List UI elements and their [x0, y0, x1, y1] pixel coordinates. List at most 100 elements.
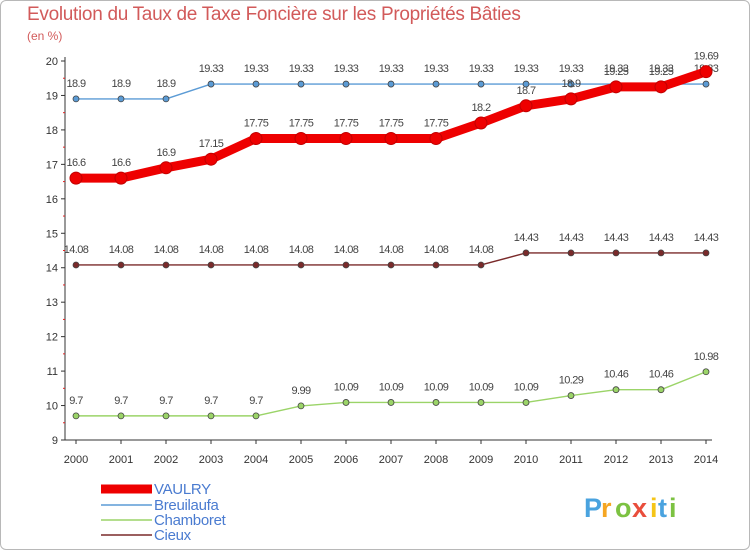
data-label-chamboret: 9.7 [69, 395, 83, 407]
data-point-cieux [567, 249, 575, 257]
data-point-cieux [342, 261, 350, 269]
data-point-chamboret [702, 368, 710, 376]
data-label-vaulry: 19.25 [604, 66, 629, 78]
data-label-chamboret: 10.46 [604, 369, 629, 381]
data-label-vaulry: 17.75 [379, 118, 404, 130]
data-point-chamboret [342, 399, 350, 406]
brand-logo-letter: r [601, 493, 612, 523]
x-tick-label: 2005 [289, 454, 313, 466]
data-point-breuilaufa [387, 80, 395, 88]
data-label-breuilaufa: 19.33 [334, 63, 359, 75]
data-label-vaulry: 18.9 [561, 78, 580, 90]
data-point-breuilaufa [567, 80, 575, 88]
data-label-chamboret: 10.29 [559, 375, 584, 387]
data-point-cieux [702, 249, 710, 257]
x-tick-label: 2008 [424, 454, 448, 466]
data-point-vaulry [699, 65, 713, 79]
data-point-cieux [252, 261, 260, 269]
y-tick-label: 13 [46, 297, 58, 309]
legend-label-breuilaufa: Breuilaufa [154, 497, 220, 514]
data-label-breuilaufa: 19.33 [604, 63, 629, 75]
data-label-chamboret: 9.7 [114, 395, 128, 407]
brand-logo-letter: i [669, 493, 677, 523]
data-label-vaulry: 17.75 [424, 118, 449, 130]
data-point-breuilaufa [342, 80, 350, 88]
data-point-breuilaufa [117, 95, 125, 103]
data-label-vaulry: 18.7 [516, 85, 535, 97]
y-tick-label: 19 [46, 90, 58, 102]
data-label-cieux: 14.43 [649, 232, 674, 244]
data-label-cieux: 14.08 [379, 244, 404, 256]
data-point-cieux [387, 261, 395, 269]
data-point-vaulry [69, 171, 83, 185]
y-tick-label: 18 [46, 125, 58, 137]
data-label-cieux: 14.43 [514, 232, 539, 244]
chart-title: Evolution du Taux de Taxe Foncière sur l… [27, 4, 521, 25]
x-tick-label: 2003 [199, 454, 223, 466]
y-tick-label: 9 [52, 435, 58, 447]
data-point-chamboret [117, 412, 125, 420]
data-point-breuilaufa [162, 95, 170, 103]
y-tick-label: 20 [46, 56, 58, 68]
data-point-cieux [657, 249, 665, 257]
data-point-breuilaufa [207, 80, 215, 88]
data-point-breuilaufa [297, 80, 305, 88]
x-tick-label: 2000 [64, 454, 88, 466]
brand-logo-letter: t [658, 493, 667, 523]
x-tick-label: 2012 [604, 454, 628, 466]
data-label-cieux: 14.43 [604, 232, 629, 244]
brand-logo-letter: i [650, 493, 658, 523]
data-label-cieux: 14.43 [694, 232, 719, 244]
data-point-cieux [162, 261, 170, 269]
data-label-cieux: 14.08 [199, 244, 224, 256]
y-tick-label: 16 [46, 194, 58, 206]
data-label-cieux: 14.08 [244, 244, 269, 256]
data-point-vaulry [384, 132, 398, 146]
data-label-chamboret: 10.09 [379, 381, 404, 393]
data-point-vaulry [249, 132, 263, 146]
data-label-chamboret: 10.09 [334, 381, 359, 393]
legend-label-vaulry: VAULRY [154, 481, 211, 498]
data-point-vaulry [519, 99, 533, 113]
data-label-cieux: 14.43 [559, 232, 584, 244]
data-point-vaulry [294, 132, 308, 146]
data-label-chamboret: 9.7 [159, 395, 173, 407]
data-label-chamboret: 9.7 [204, 395, 218, 407]
x-tick-label: 2007 [379, 454, 403, 466]
data-label-vaulry: 19.25 [649, 66, 674, 78]
y-tick-label: 11 [47, 366, 58, 378]
data-point-chamboret [477, 399, 485, 406]
data-label-breuilaufa: 18.9 [111, 78, 130, 90]
data-label-vaulry: 17.75 [244, 118, 269, 130]
y-tick-label: 12 [46, 332, 58, 344]
data-label-vaulry: 17.75 [334, 118, 359, 130]
brand-logo-letter: P [584, 493, 602, 523]
data-label-breuilaufa: 19.33 [559, 63, 584, 75]
data-point-cieux [72, 261, 80, 269]
x-tick-label: 2011 [559, 454, 583, 466]
x-tick-label: 2009 [469, 454, 493, 466]
data-point-vaulry [474, 116, 488, 130]
data-label-vaulry: 19.69 [694, 51, 719, 63]
data-point-chamboret [387, 399, 395, 406]
x-tick-label: 2014 [694, 454, 718, 466]
data-label-cieux: 14.08 [289, 244, 314, 256]
data-label-chamboret: 10.98 [694, 351, 719, 363]
data-point-vaulry [564, 92, 578, 106]
y-tick-label: 10 [46, 401, 58, 413]
data-label-breuilaufa: 19.33 [289, 63, 314, 75]
data-point-vaulry [159, 161, 173, 175]
data-point-vaulry [609, 80, 623, 94]
data-label-chamboret: 9.99 [291, 385, 310, 397]
data-label-breuilaufa: 18.9 [66, 78, 85, 90]
data-label-vaulry: 16.6 [111, 157, 130, 169]
x-tick-label: 2006 [334, 454, 358, 466]
data-point-cieux [612, 249, 620, 257]
data-point-chamboret [252, 412, 260, 420]
data-point-chamboret [612, 386, 620, 394]
y-tick-label: 14 [46, 263, 58, 275]
brand-logo-letter: x [632, 493, 647, 523]
data-label-breuilaufa: 19.33 [649, 63, 674, 75]
